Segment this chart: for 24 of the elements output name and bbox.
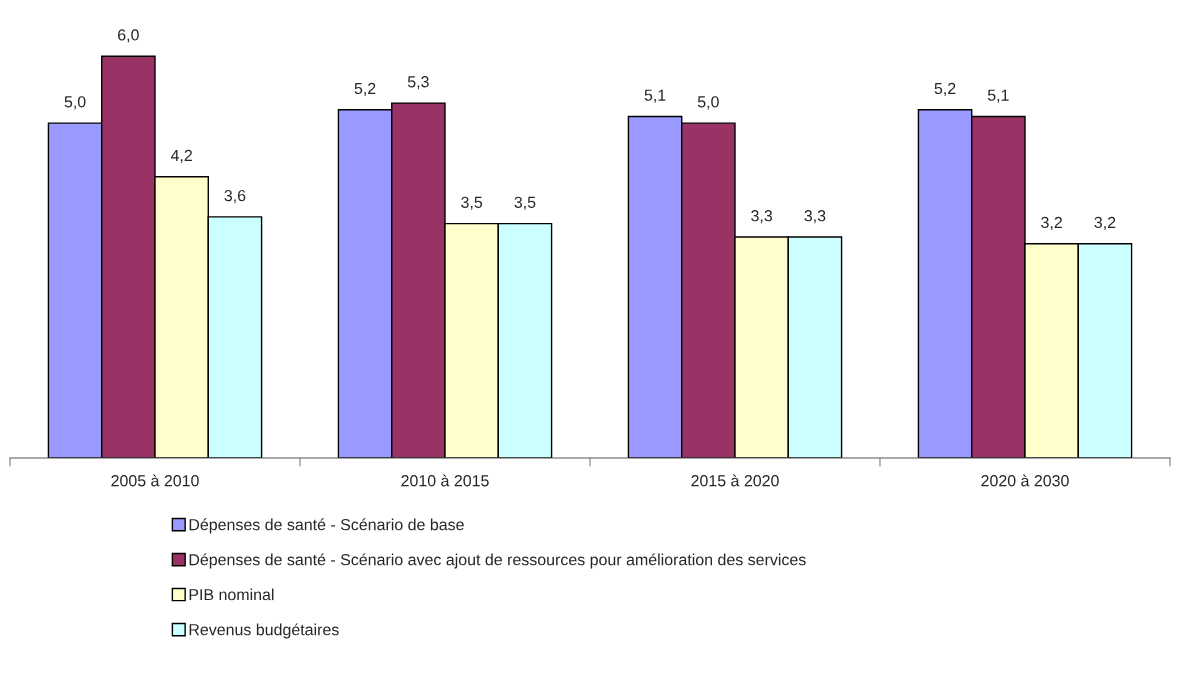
data-label: 5,1 [644,89,666,103]
data-label: 5,2 [934,82,956,97]
x-tick-label: 2005 à 2010 [111,474,199,487]
data-label: 3,3 [804,210,826,224]
data-label: 5,3 [407,76,429,90]
legend-label: Revenus budgétaires [189,623,339,639]
data-label: 5,1 [987,89,1009,103]
data-label: 3,6 [224,189,246,204]
x-tick-label: 2020 à 2030 [981,474,1069,487]
data-label: 5,2 [354,82,376,97]
data-label: 3,3 [751,210,773,224]
data-label: 6,0 [118,29,139,43]
data-label: 4,2 [170,149,192,163]
x-tick-label: 2015 à 2020 [691,474,779,487]
legend-label: Dépenses de santé - Scénario de base [189,518,464,534]
data-label: 3,2 [1041,216,1062,230]
x-tick-label: 2010 à 2015 [401,474,489,487]
data-label: 3,5 [514,196,536,210]
data-label: 3,5 [461,196,483,210]
legend-label: Dépenses de santé - Scénario avec ajout de ressources pour amélioration des services [189,553,806,569]
data-label: 5,0 [697,96,719,110]
data-label: 5,0 [64,96,86,110]
legend-label: PIB nominal [189,588,274,601]
data-label: 3,2 [1094,216,1116,230]
